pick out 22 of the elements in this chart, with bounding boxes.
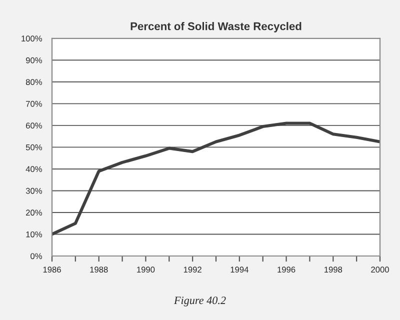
x-tick-label: 2000 [371,266,389,273]
y-tick-label: 100% [22,36,42,42]
chart-title: Percent of Solid Waste Recycled [130,22,302,32]
x-tick-label: 1994 [230,266,248,273]
y-tick-label: 0% [30,253,42,260]
x-tick-label: 1986 [43,266,61,273]
caption: Figure 40.2 [174,296,226,306]
y-tick-label: 40% [26,166,42,172]
y-tick-label: 10% [26,231,42,238]
x-tick-label: 1988 [90,266,108,273]
x-tick-label: 1998 [324,266,342,273]
x-tick-label: 1990 [137,266,155,273]
line-series [52,122,380,236]
y-tick-label: 90% [26,57,42,64]
y-tick-label: 60% [26,122,42,129]
y-tick-label: 30% [26,188,42,194]
x-tick-label: 1992 [184,266,202,273]
y-tick-label: 20% [26,210,42,216]
y-tick-label: 50% [26,144,42,150]
y-tick-label: 80% [26,79,42,86]
y-tick-label: 70% [26,100,42,107]
x-tick-label: 1996 [278,266,296,273]
